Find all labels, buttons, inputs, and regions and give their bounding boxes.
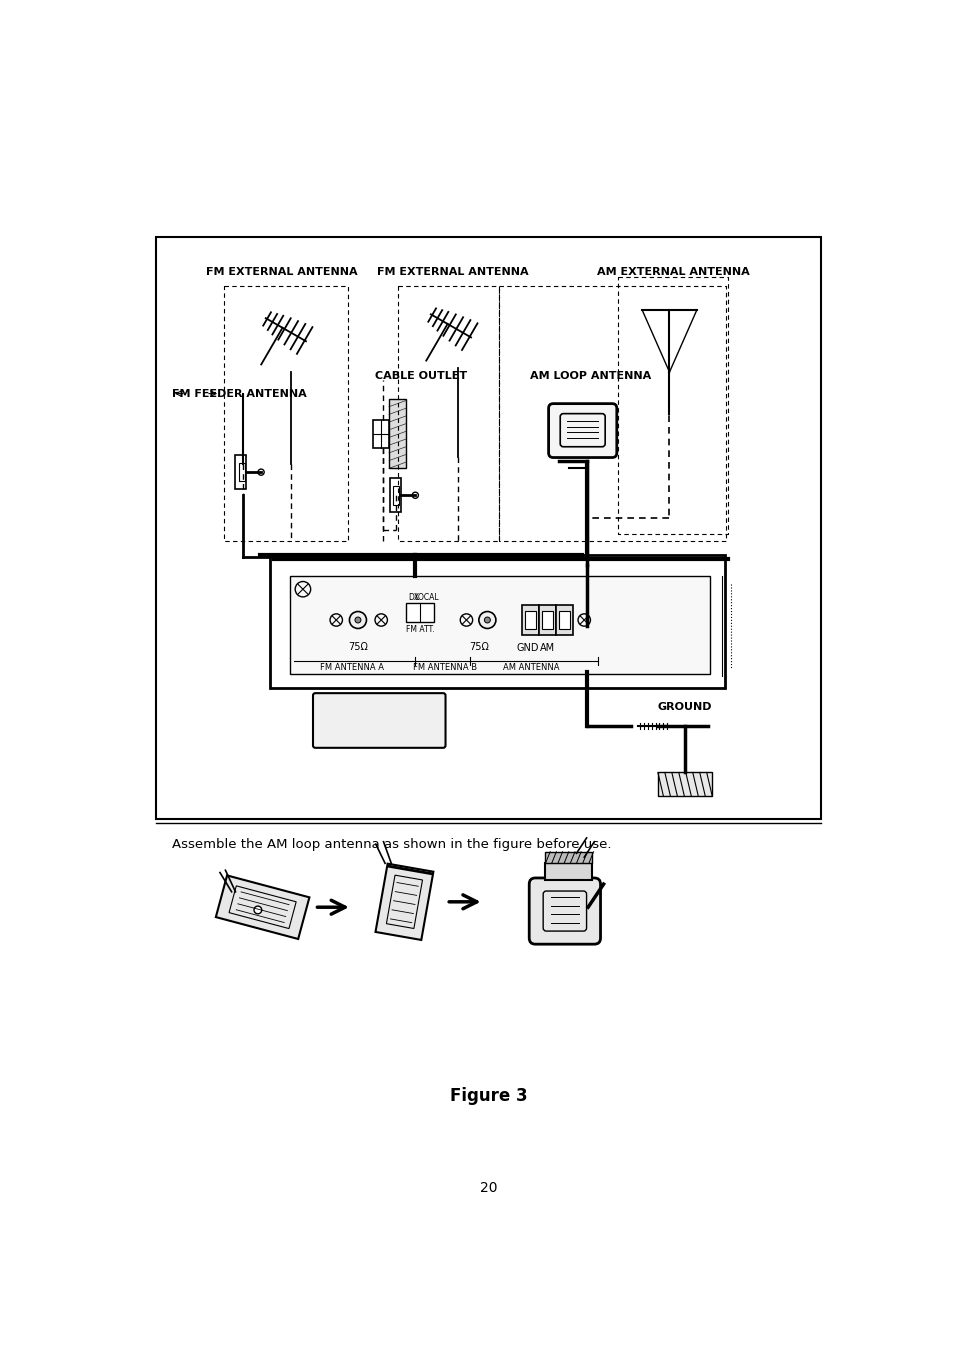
FancyBboxPatch shape (529, 878, 599, 944)
Bar (658, 773, 711, 796)
Circle shape (257, 469, 264, 475)
Text: FM FEEDER ANTENNA: FM FEEDER ANTENNA (172, 389, 306, 398)
Text: FM EXTERNAL ANTENNA: FM EXTERNAL ANTENNA (206, 267, 357, 278)
Polygon shape (215, 876, 309, 938)
Bar (521, 605, 538, 635)
Bar (556, 605, 573, 635)
Circle shape (412, 492, 418, 498)
Bar (238, 462, 245, 482)
Bar (390, 479, 400, 512)
Bar (545, 852, 592, 863)
Text: GND: GND (516, 643, 538, 653)
Text: FM ANTENNA B: FM ANTENNA B (413, 663, 476, 672)
Text: 75Ω: 75Ω (348, 642, 368, 651)
Bar (406, 603, 434, 621)
Bar (270, 555, 724, 688)
Text: FM EXTERNAL ANTENNA: FM EXTERNAL ANTENNA (376, 267, 528, 278)
Text: Assemble the AM loop antenna as shown in the figure before use.: Assemble the AM loop antenna as shown in… (172, 839, 611, 851)
Text: GROUND: GROUND (657, 702, 712, 713)
Text: AM LOOP ANTENNA: AM LOOP ANTENNA (530, 371, 651, 380)
Bar (156, 237, 821, 818)
Text: AM: AM (539, 643, 555, 653)
FancyBboxPatch shape (548, 404, 617, 457)
Bar (290, 576, 709, 674)
Circle shape (355, 617, 360, 622)
Text: 75Ω: 75Ω (469, 642, 489, 651)
Circle shape (349, 611, 366, 628)
Bar (393, 486, 398, 505)
Bar (558, 610, 570, 629)
Circle shape (478, 611, 496, 628)
Text: FM ANTENNA A: FM ANTENNA A (319, 663, 383, 672)
Text: AM EXTERNAL ANTENNA: AM EXTERNAL ANTENNA (597, 267, 749, 278)
Bar (389, 399, 406, 468)
Bar (373, 420, 389, 447)
Circle shape (253, 906, 261, 914)
Bar (542, 610, 553, 629)
Bar (235, 456, 246, 490)
Text: 20: 20 (479, 1181, 497, 1196)
Bar (525, 610, 536, 629)
FancyBboxPatch shape (313, 694, 445, 748)
Bar (545, 863, 592, 880)
Text: LOCAL: LOCAL (414, 592, 438, 602)
Bar (538, 605, 556, 635)
Text: AM ANTENNA: AM ANTENNA (503, 663, 559, 672)
Text: FM ATT.: FM ATT. (405, 625, 434, 633)
Circle shape (484, 617, 490, 622)
Text: Figure 3: Figure 3 (450, 1086, 527, 1105)
Polygon shape (375, 863, 433, 940)
Text: CABLE OUTLET: CABLE OUTLET (375, 371, 467, 380)
Text: DX: DX (408, 592, 419, 602)
